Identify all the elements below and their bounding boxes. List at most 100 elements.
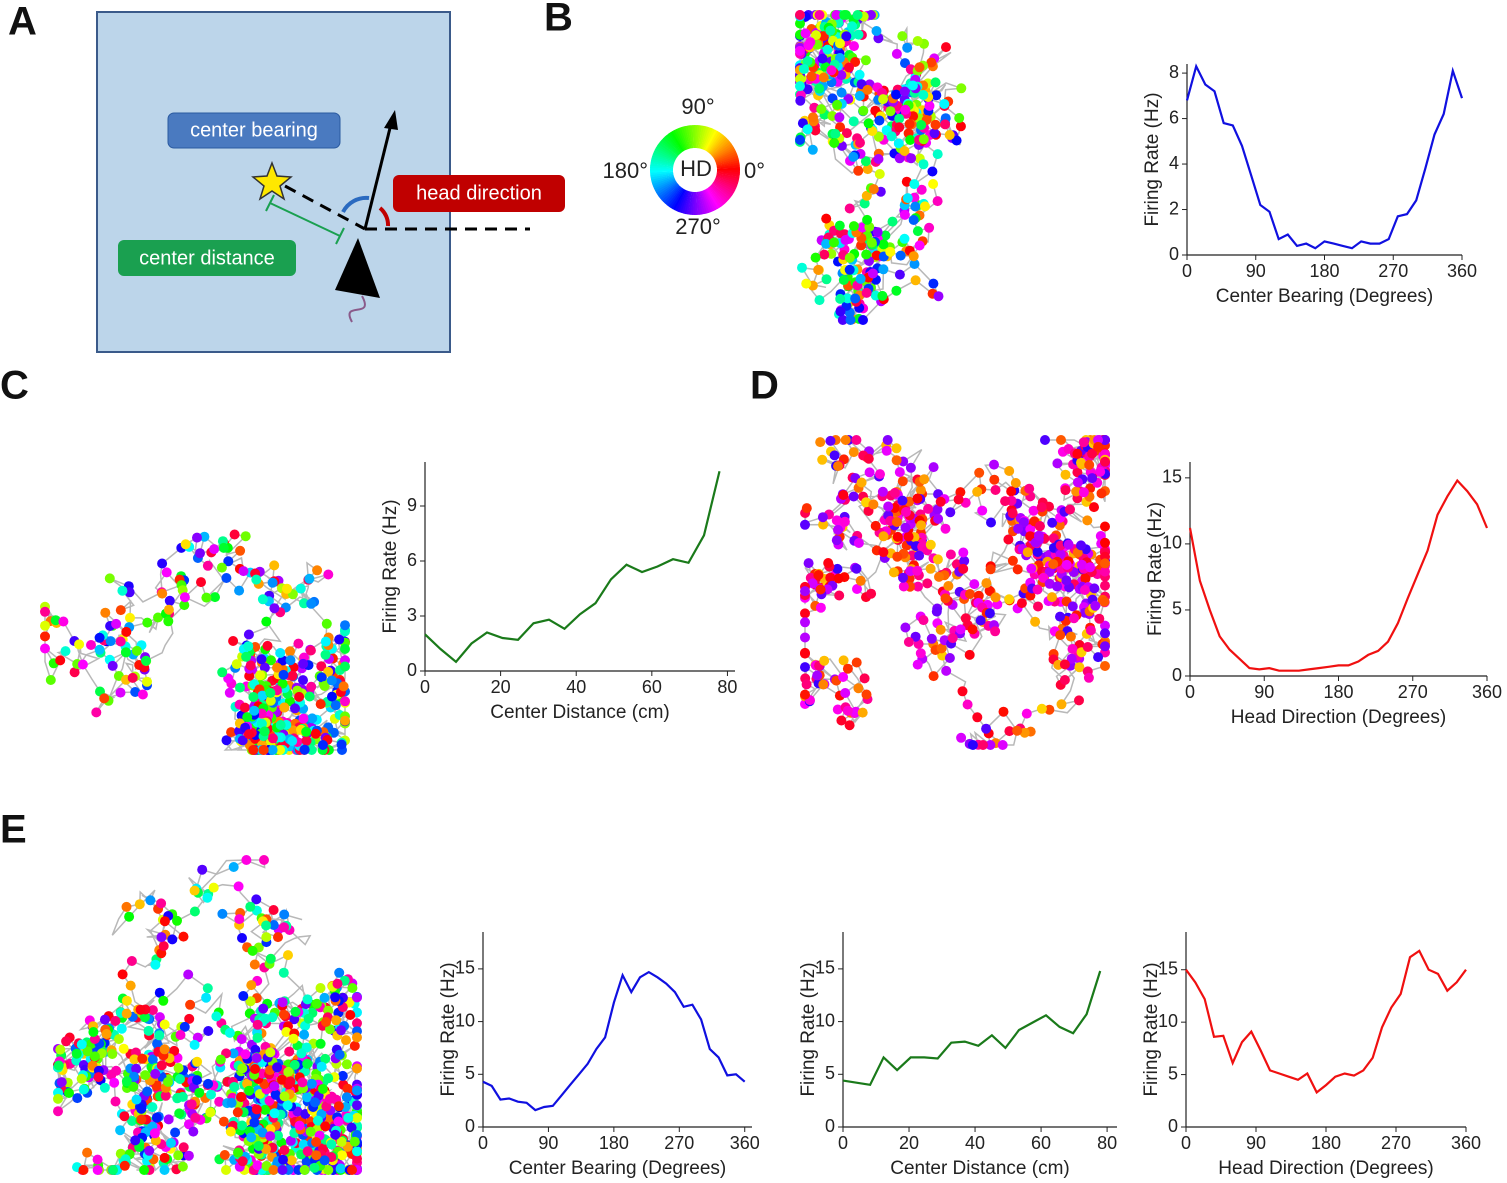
spike-dot bbox=[137, 689, 148, 700]
spike-dot bbox=[925, 563, 936, 574]
spike-dot bbox=[149, 1128, 160, 1139]
spike-dot bbox=[1090, 600, 1101, 611]
spike-dot bbox=[844, 720, 855, 731]
spike-dot bbox=[947, 633, 958, 644]
spike-dot bbox=[1040, 435, 1050, 445]
spike-dot bbox=[336, 739, 347, 750]
spike-dot bbox=[195, 548, 205, 559]
spike-dot bbox=[252, 1032, 263, 1043]
spike-dot bbox=[245, 901, 256, 912]
spike-dot bbox=[136, 1114, 147, 1125]
spike-dot bbox=[899, 146, 910, 156]
rate-curve bbox=[1185, 63, 1464, 250]
spike-dot bbox=[825, 572, 836, 583]
spike-dot bbox=[835, 38, 845, 49]
spike-dot bbox=[932, 196, 943, 207]
wheel-segment bbox=[712, 141, 732, 158]
spike-dot bbox=[119, 1160, 130, 1171]
spike-dot bbox=[40, 643, 50, 654]
spike-dot bbox=[836, 715, 847, 726]
spike-dot bbox=[279, 1145, 290, 1156]
spike-dot bbox=[939, 99, 950, 109]
spike-dot bbox=[978, 740, 988, 750]
spike-dot bbox=[1100, 620, 1110, 631]
wheel-segment bbox=[658, 141, 678, 158]
wheel-segment bbox=[678, 127, 689, 150]
x-axis-label: Head Direction (Degrees) bbox=[1231, 707, 1446, 728]
spike-dot bbox=[834, 590, 845, 601]
wheel-segment bbox=[664, 135, 682, 154]
spike-dot bbox=[967, 740, 978, 750]
wheel-segment bbox=[709, 136, 727, 155]
spike-dot bbox=[998, 706, 1009, 717]
spike-dot bbox=[810, 125, 821, 136]
spike-dot bbox=[256, 718, 267, 729]
spike-dot bbox=[932, 149, 943, 160]
spike-dot bbox=[170, 1127, 181, 1138]
spike-dot bbox=[997, 740, 1008, 750]
spike-dot bbox=[833, 461, 843, 472]
wheel-segment bbox=[706, 188, 720, 209]
spike-dot bbox=[1096, 488, 1107, 499]
spike-dot bbox=[1100, 456, 1110, 467]
spike-dot bbox=[870, 520, 881, 531]
spike-dot bbox=[815, 437, 826, 448]
spike-dot bbox=[920, 201, 930, 212]
wheel-segment bbox=[657, 182, 678, 197]
x-tick-label: 180 bbox=[599, 1133, 629, 1153]
spike-dot bbox=[159, 1044, 170, 1055]
spike-dot bbox=[866, 237, 877, 248]
spike-dot bbox=[1047, 517, 1058, 528]
spike-dot bbox=[837, 315, 848, 325]
wheel-segment bbox=[666, 133, 683, 153]
spike-dot bbox=[848, 491, 859, 502]
spike-dot bbox=[259, 726, 270, 737]
spike-dot bbox=[352, 1146, 362, 1157]
spike-dot bbox=[912, 659, 923, 670]
wheel-label: 90° bbox=[681, 94, 714, 119]
spike-dot bbox=[163, 616, 174, 627]
wheel-segment bbox=[662, 136, 681, 155]
spike-dot bbox=[1061, 559, 1072, 570]
spike-dot bbox=[832, 563, 843, 574]
spike-dot bbox=[172, 915, 182, 926]
spike-dot bbox=[801, 679, 812, 690]
spike-dot bbox=[240, 531, 251, 542]
spike-dot bbox=[853, 29, 864, 40]
spike-dot bbox=[918, 615, 929, 626]
spike-dot bbox=[347, 983, 358, 993]
spike-dot bbox=[853, 683, 864, 694]
spike-dot bbox=[302, 1092, 313, 1103]
spike-dot bbox=[269, 560, 280, 571]
spike-dot bbox=[269, 1108, 280, 1119]
spike-dot bbox=[954, 113, 965, 123]
spike-dot bbox=[892, 551, 903, 562]
spike-dot bbox=[1018, 517, 1029, 528]
spike-dot bbox=[53, 1093, 63, 1104]
spike-dot bbox=[928, 179, 939, 189]
spike-dot bbox=[840, 235, 851, 245]
wheel-segment bbox=[650, 158, 674, 166]
spike-dot bbox=[910, 201, 921, 212]
spike-dot bbox=[309, 1162, 320, 1173]
wheel-segment bbox=[711, 183, 731, 201]
spike-dot bbox=[320, 636, 331, 647]
spike-dot bbox=[278, 1154, 288, 1165]
spike-dot bbox=[829, 138, 840, 148]
spike-dot bbox=[1007, 508, 1018, 519]
spike-dot bbox=[800, 648, 810, 659]
spike-dot bbox=[150, 959, 161, 970]
spike-dot bbox=[981, 723, 992, 734]
spike-dot bbox=[326, 675, 337, 686]
spike-dot bbox=[175, 1074, 185, 1084]
y-tick-label: 5 bbox=[1168, 1063, 1178, 1083]
spike-dot bbox=[819, 655, 830, 666]
spike-dot bbox=[1060, 485, 1071, 496]
spike-dot bbox=[1084, 459, 1095, 470]
spike-dot bbox=[56, 1077, 67, 1088]
spike-dot bbox=[277, 655, 288, 666]
spike-dot bbox=[158, 941, 169, 951]
spike-dot bbox=[151, 1112, 162, 1123]
x-tick-label: 360 bbox=[730, 1133, 760, 1153]
spike-dot bbox=[1076, 559, 1087, 570]
